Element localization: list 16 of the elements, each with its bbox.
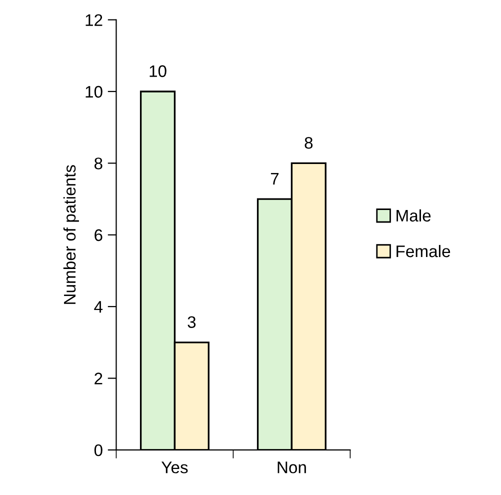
data-label: 8 [304,136,313,149]
data-label: 7 [270,172,279,184]
y-tick-label: 2 [94,372,102,384]
x-tick-label: Yes [161,462,188,474]
x-tick-label: Non [278,462,306,474]
y-axis-title: Number of patients [63,165,79,304]
y-tick-label: 0 [94,444,102,456]
legend-label: Female [396,244,450,258]
y-tick-label: 4 [94,301,103,313]
y-tick-label: 10 [86,86,102,98]
data-label: 10 [150,65,166,78]
legend-label: Male [396,209,431,222]
y-tick-label: 6 [94,229,102,242]
data-label: 3 [188,316,196,328]
y-tick-label: 12 [86,14,102,26]
y-tick-label: 8 [94,158,102,170]
